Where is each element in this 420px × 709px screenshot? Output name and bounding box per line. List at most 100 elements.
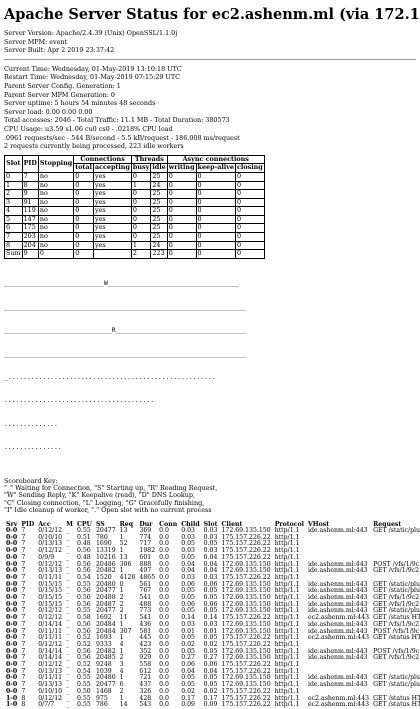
worker-row: 0-0 7 0/12/12 _ 0.55 20477 13 369 0.0 0.03 0.03 172… (4, 527, 420, 535)
worker-cell: 20482 (95, 647, 116, 655)
worker-cell: 0/13/13 (38, 667, 63, 675)
worker-cell: 0.03 (203, 527, 218, 534)
worker-cell: ide.ashenm.ml:443 (307, 580, 368, 588)
worker-cell: 172.69.135.150 (221, 647, 271, 655)
worker-cell: http/1.1 (274, 600, 300, 608)
worker-cell: _ (66, 567, 70, 575)
worker-cell: http/1.1 (274, 681, 300, 689)
process-cell: 203 (21, 232, 39, 242)
worker-cell: http/1.1 (274, 614, 300, 622)
worker-table: Srv PID Acc M CPU SS Req Dur Conn Child Slot Client… (4, 521, 420, 709)
worker-cell: 0.0 (159, 580, 169, 588)
server-info: Server Version: Apache/2.4.39 (Unix) Ope… (4, 29, 416, 55)
worker-cell: 0.05 (181, 634, 195, 642)
worker-cell: 0.04 (203, 553, 218, 561)
worker-cell: 1 (119, 634, 124, 642)
worker-row: 0-0 7 0/12/12 _ 0.56 13319 1 1982 0.0 0.03 0.03 175… (4, 547, 420, 555)
process-cell: 0 (195, 197, 237, 208)
worker-cell: 0.56 (76, 600, 91, 608)
worker-cell: GET /static/plu (373, 527, 420, 534)
worker-cell: 1 (119, 694, 124, 702)
worker-cell: 0.05 (203, 594, 218, 602)
worker-cell: 7 (21, 661, 26, 669)
worker-cell: 7 (21, 620, 26, 628)
worker-cell: http/1.1 (274, 560, 300, 568)
worker-cell: 601 (139, 553, 152, 561)
worker-cell: 20480 (95, 580, 116, 588)
worker-row: 0-0 7 0/10/10 _ 0.50 1468 2 326 0.0 0.02 0.02 175.1… (4, 688, 420, 696)
worker-cell: 0-0 (6, 661, 18, 669)
worker-col-header: SS (95, 520, 105, 528)
worker-cell: 307 (119, 627, 132, 635)
process-cell: 0 (130, 189, 152, 199)
worker-cell: _ (66, 600, 70, 608)
worker-cell: GET /static/plu (373, 674, 420, 682)
scoreboard-line: .............. (4, 419, 58, 428)
process-cell: 0 (195, 223, 237, 234)
worker-cell: 0.0 (159, 533, 169, 541)
worker-cell: 0.55 (76, 607, 91, 615)
worker-cell: http/1.1 (274, 607, 300, 615)
worker-row: 0-0 7 0/15/15 _ 0.56 20488 2 541 0.0 0.05 0.05 172.… (4, 594, 420, 602)
worker-cell: 0.0 (159, 701, 169, 709)
process-row: 2 9 no 0 yes 0 25 0 0 0 (4, 189, 265, 199)
worker-cell: 0.0 (159, 527, 169, 534)
worker-cell: 0-0 (6, 674, 18, 682)
worker-cell: 11 (119, 614, 128, 622)
worker-cell: 1 (119, 647, 124, 655)
worker-cell: 780 (95, 533, 108, 541)
worker-cell: 0.05 (203, 674, 218, 682)
worker-row: 0-0 7 0/12/12 _ 0.58 1692 11 541 0.0 0.14 0.14 175.… (4, 614, 420, 622)
worker-cell: 175.157.226.22 (221, 540, 271, 548)
worker-col-header: Conn (159, 520, 178, 528)
process-cell: 9 (21, 189, 39, 199)
worker-row: 0-0 7 0/15/15 _ 0.55 20480 0 561 0.0 0.06 0.06 172.… (4, 580, 420, 589)
col-slot: Slot (4, 154, 23, 173)
process-cell: 2 (130, 249, 152, 259)
worker-row: 0-0 7 0/14/14 _ 0.56 20485 2 929 0.0 0.27 0.27 172.… (4, 655, 420, 662)
worker-cell: 0.03 (203, 533, 218, 541)
parent-mpm-generation: Parent Server MPM Generation: 0 (4, 90, 115, 99)
worker-cell: 0/9/9 (38, 553, 55, 561)
worker-cell: 13 (119, 527, 128, 534)
worker-cell: 0.55 (76, 674, 91, 682)
worker-cell: 0.54 (76, 573, 91, 581)
worker-cell: 0/14/14 (38, 647, 63, 655)
worker-cell: 0-0 (6, 580, 18, 588)
process-cell: 25 (150, 232, 168, 242)
process-cell: no (37, 232, 75, 242)
worker-cell: 0-0 (6, 594, 18, 602)
worker-cell: 0.04 (181, 560, 195, 568)
worker-cell: 581 (139, 627, 152, 635)
process-cell: no (37, 189, 75, 199)
worker-cell: 0/13/13 (38, 540, 63, 548)
worker-cell: 773 (139, 607, 152, 615)
worker-cell: ide.ashenm.ml:443 (307, 587, 368, 595)
server-uptime: Server uptime: 5 hours 54 minutes 48 sec… (4, 99, 156, 108)
worker-cell (371, 535, 420, 542)
worker-cell: 172.69.135.150 (221, 681, 271, 689)
scoreboard-line: ________________________________________… (4, 302, 247, 311)
worker-cell: 0-0 (6, 560, 18, 568)
process-cell: 0 (195, 249, 237, 259)
worker-cell: 7 (21, 533, 26, 541)
worker-cell: 1520 (95, 573, 112, 581)
worker-cell: 0/15/15 (38, 587, 63, 595)
worker-cell: 1 (119, 674, 124, 682)
worker-cell: 0.27 (181, 654, 195, 662)
worker-cell: 0/12/12 (38, 614, 63, 622)
process-cell: 0 (73, 189, 94, 199)
worker-cell: 7 (21, 580, 26, 588)
worker-cell: 0-0 (6, 567, 18, 575)
worker-cell: 0.17 (181, 694, 195, 702)
worker-cell: 0/14/14 (38, 620, 63, 628)
process-cell: 0 (195, 240, 237, 251)
worker-cell: 0 (119, 580, 124, 588)
worker-row: 0-0 7 0/13/13 _ 0.55 20477 6 437 0.0 0.05 0.05 172.… (4, 681, 420, 689)
worker-cell: 7 (21, 674, 26, 682)
worker-cell: 0/15/15 (38, 594, 63, 602)
worker-cell: 0.05 (203, 634, 218, 642)
worker-row: 0-0 7 0/12/12 _ 0.56 20486 306 888 0.0 0.04 0.04 17… (4, 560, 420, 569)
worker-cell: 423 (139, 640, 152, 648)
worker-cell: 717 (139, 540, 152, 548)
